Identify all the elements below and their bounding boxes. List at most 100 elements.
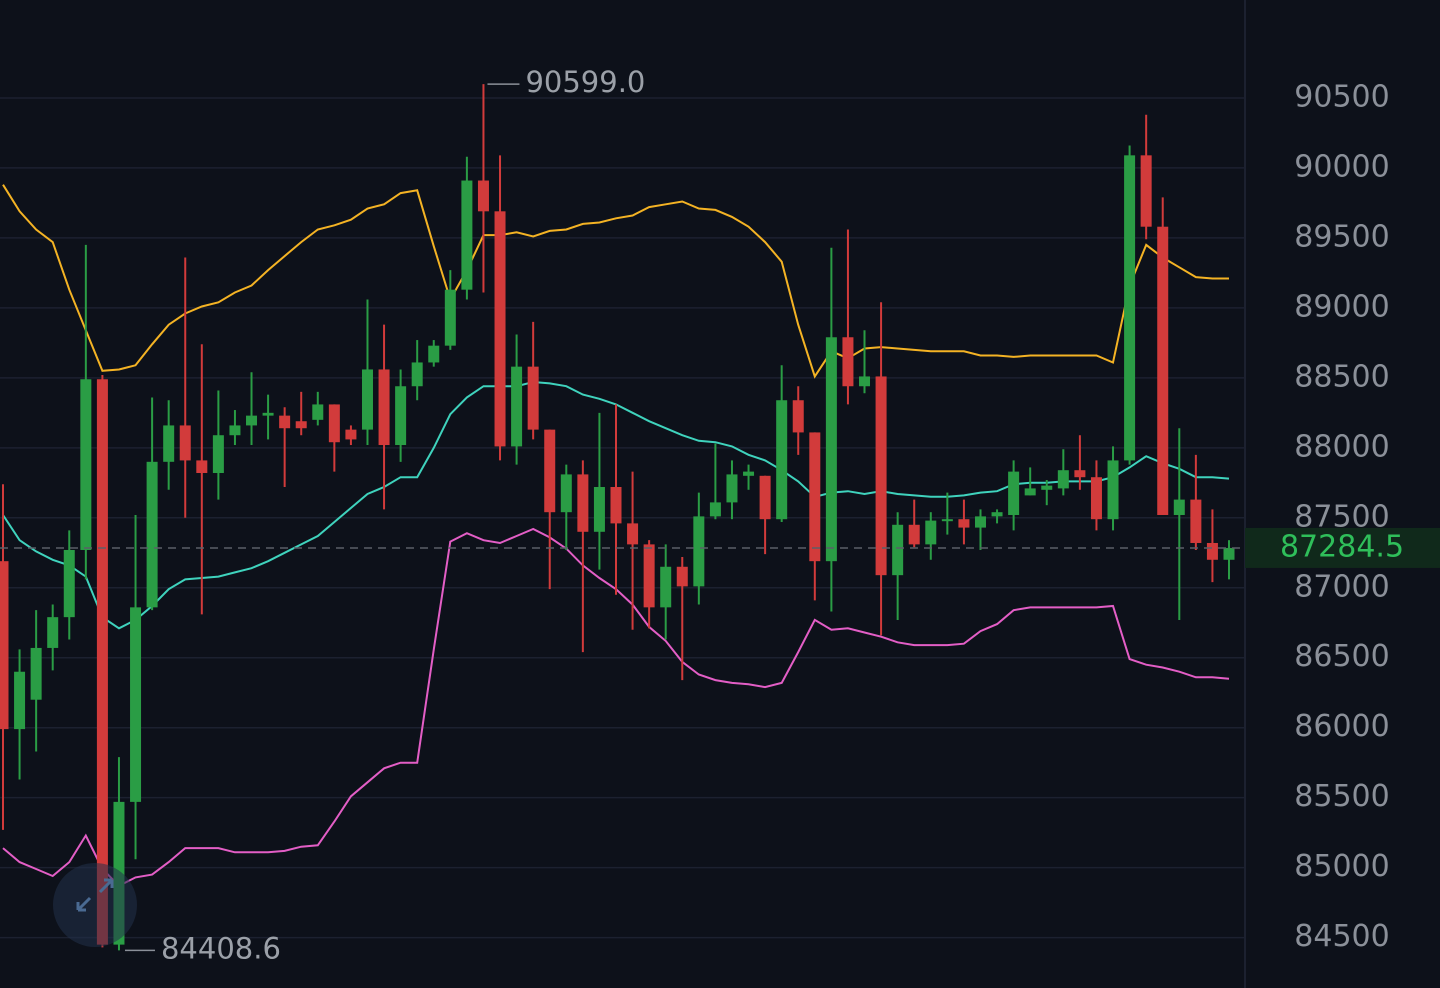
candle-body bbox=[908, 524, 920, 545]
candle-body bbox=[444, 289, 456, 346]
candle-body bbox=[312, 404, 324, 420]
zoom-arrow bbox=[98, 878, 114, 894]
y-tick-label: 89500 bbox=[1294, 219, 1389, 254]
last-price-box bbox=[1245, 527, 1440, 568]
candle-body bbox=[991, 512, 1003, 517]
y-tick-label: 90500 bbox=[1294, 79, 1389, 114]
candle-body bbox=[229, 425, 241, 436]
candle-body bbox=[14, 671, 26, 730]
candle-body bbox=[1190, 499, 1202, 543]
band-line bbox=[2, 184, 1229, 379]
candle-body bbox=[0, 561, 9, 730]
candle-body bbox=[676, 566, 688, 587]
candle-body bbox=[776, 400, 788, 520]
candle-body bbox=[859, 376, 871, 387]
candle-body bbox=[1090, 477, 1102, 520]
candle-body bbox=[925, 520, 937, 545]
candle-body bbox=[759, 475, 771, 520]
candle-body bbox=[792, 400, 804, 433]
candle-body bbox=[378, 369, 390, 446]
y-tick-label: 88000 bbox=[1294, 429, 1389, 464]
candle-body bbox=[643, 544, 655, 608]
y-tick-label: 87000 bbox=[1294, 569, 1389, 604]
candle-body bbox=[743, 471, 755, 476]
candle-body bbox=[80, 379, 92, 550]
low-marker-label: 84408.6 bbox=[161, 931, 281, 965]
candle-body bbox=[130, 607, 142, 802]
candle-body bbox=[196, 460, 208, 474]
candle-body bbox=[1074, 470, 1086, 478]
zoom-circle[interactable] bbox=[53, 863, 137, 947]
candle-body bbox=[560, 474, 572, 513]
candle-body bbox=[958, 519, 970, 528]
candle-body bbox=[163, 425, 175, 462]
candle-body bbox=[295, 421, 307, 429]
candle-body bbox=[1124, 155, 1136, 461]
last-price-label: 87284.5 bbox=[1280, 529, 1404, 564]
candle-body bbox=[428, 345, 440, 363]
candle-body bbox=[610, 487, 622, 524]
y-tick-label: 90000 bbox=[1294, 149, 1389, 184]
candle-body bbox=[627, 523, 639, 545]
candle-body bbox=[693, 516, 705, 587]
y-tick-label: 84500 bbox=[1294, 919, 1389, 954]
y-tick-label: 85500 bbox=[1294, 779, 1389, 814]
candle-body bbox=[47, 617, 59, 648]
candle-body bbox=[411, 362, 423, 387]
candle-body bbox=[96, 379, 108, 945]
candle-body bbox=[1157, 226, 1169, 515]
candle-body bbox=[527, 366, 539, 430]
band-line bbox=[2, 380, 1230, 630]
candle-body bbox=[1107, 460, 1119, 520]
y-tick-label: 88500 bbox=[1294, 359, 1389, 394]
candle-body bbox=[262, 412, 274, 416]
candle-body bbox=[361, 369, 373, 430]
candle-body bbox=[395, 386, 407, 446]
y-tick-label: 86000 bbox=[1294, 709, 1389, 744]
candle-body bbox=[1057, 470, 1069, 489]
candle-body bbox=[842, 337, 854, 387]
candle-body bbox=[63, 549, 75, 618]
candle-body bbox=[246, 415, 258, 426]
zoom-button[interactable] bbox=[53, 863, 137, 947]
candle-body bbox=[544, 429, 556, 513]
candle-body bbox=[809, 432, 821, 562]
candle-body bbox=[179, 425, 191, 461]
high-marker-label: 90599.0 bbox=[525, 65, 645, 99]
labels: 8450085000855008600086500870008750088000… bbox=[0, 65, 1440, 965]
candle-body bbox=[1041, 485, 1053, 490]
candle-body bbox=[1173, 499, 1185, 515]
y-tick-label: 85000 bbox=[1294, 849, 1389, 884]
candle-body bbox=[974, 516, 986, 528]
candle-body bbox=[511, 366, 523, 447]
candle-body bbox=[726, 474, 738, 503]
candle-body bbox=[875, 376, 887, 576]
zoom-arrow bbox=[76, 896, 92, 912]
candle-body bbox=[1223, 547, 1235, 560]
candles bbox=[0, 84, 1235, 951]
candle-body bbox=[660, 566, 672, 608]
candle-body bbox=[825, 337, 837, 562]
candle-body bbox=[146, 461, 158, 608]
y-tick-label: 86500 bbox=[1294, 639, 1389, 674]
candle-body bbox=[30, 647, 42, 700]
candle-body bbox=[1140, 155, 1152, 227]
candle-body bbox=[1024, 488, 1036, 496]
candle-body bbox=[1206, 542, 1218, 560]
candle-body bbox=[494, 211, 506, 447]
candle-body bbox=[892, 524, 904, 576]
candle-body bbox=[328, 404, 340, 443]
candle-body bbox=[593, 487, 605, 532]
candle-body bbox=[1008, 471, 1020, 515]
candle-body bbox=[345, 429, 357, 440]
candle-body bbox=[461, 180, 473, 290]
grid bbox=[0, 97, 1245, 939]
candle-body bbox=[941, 519, 953, 522]
candle-body bbox=[577, 474, 589, 532]
candle-body bbox=[212, 435, 224, 474]
candle-body bbox=[279, 415, 291, 429]
candle-body bbox=[477, 180, 489, 212]
y-tick-label: 89000 bbox=[1294, 289, 1389, 324]
